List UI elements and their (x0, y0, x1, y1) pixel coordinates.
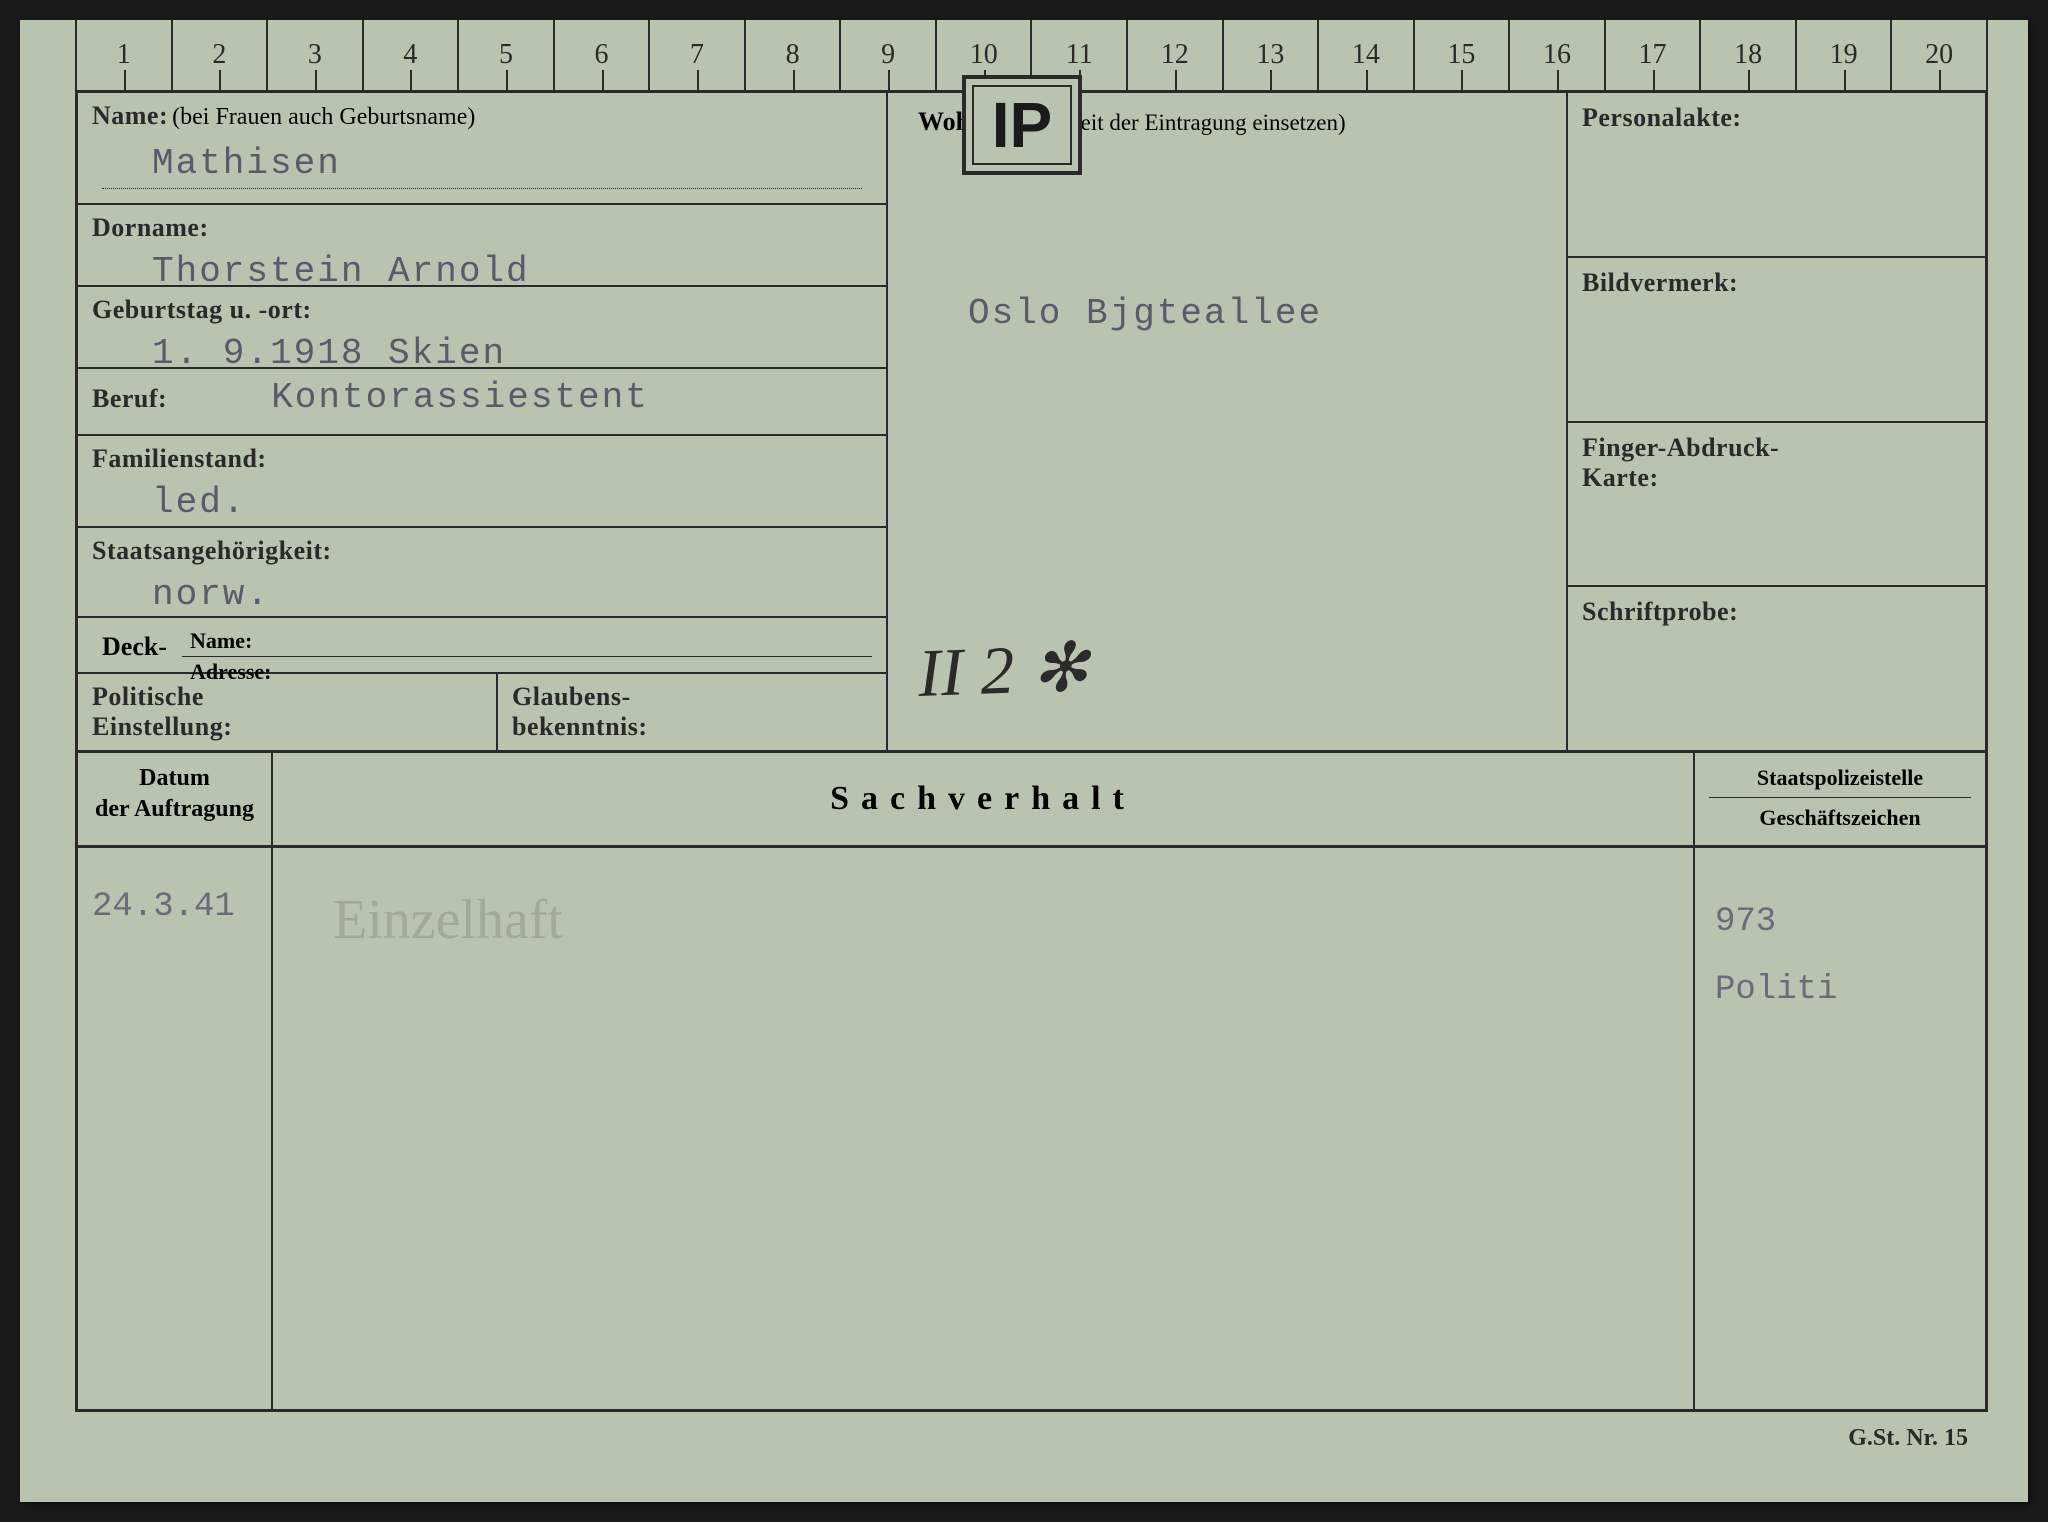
bildvermerk-label: Bildvermerk: (1582, 268, 1738, 297)
wohnung-column: Wohnung (Zeit der Eintragung einsetzen) … (888, 93, 1568, 750)
datum-label-1: Datum (92, 763, 257, 794)
famstand-field: Familienstand: led. (78, 436, 886, 528)
staats-value: norw. (92, 566, 872, 619)
polit-label-2: Einstellung: (92, 712, 482, 742)
ruler-tick: 2 (173, 20, 269, 90)
ip-text: IP (992, 88, 1052, 162)
divider-icon (1709, 797, 1971, 798)
ruler-tick: 3 (268, 20, 364, 90)
deck-name-label: Name: (182, 626, 872, 657)
staats-field: Staatsangehörigkeit: norw. (78, 528, 886, 618)
ruler-tick: 8 (746, 20, 842, 90)
pol-number: 973 (1715, 888, 1965, 956)
ruler-tick: 9 (841, 20, 937, 90)
index-card: 1 2 3 4 5 6 7 8 9 10 11 12 13 14 15 16 1… (20, 20, 2028, 1502)
staatspol-label: Staatspolizeistelle (1709, 761, 1971, 794)
datum-label-2: der Auftragung (92, 794, 257, 825)
personalakte-box: Personalakte: (1568, 93, 1985, 258)
famstand-value: led. (92, 474, 872, 527)
schriftprobe-label: Schriftprobe: (1582, 597, 1738, 626)
beruf-value: Kontorassiestent (171, 369, 649, 422)
sachverhalt-body: Einzelhaft (273, 848, 1695, 1409)
wohnung-value: Oslo Bjgteallee (968, 293, 1322, 334)
glaubens-label-2: bekenntnis: (512, 712, 872, 742)
fingerabdruck-label-1: Finger-Abdruck- (1582, 433, 1971, 463)
beruf-field: Beruf: Kontorassiestent (78, 369, 886, 436)
famstand-label: Familienstand: (92, 444, 267, 473)
ip-stamp: IP (962, 75, 1082, 175)
ruler-tick: 17 (1606, 20, 1702, 90)
ruler-tick: 13 (1224, 20, 1320, 90)
datum-header: Datum der Auftragung (78, 753, 273, 845)
pol-text: Politi (1715, 956, 1965, 1024)
lower-header: Datum der Auftragung Sachverhalt Staatsp… (78, 753, 1985, 848)
name-sublabel: (bei Frauen auch Geburtsname) (172, 104, 475, 130)
form-frame: IP Name: (bei Frauen auch Geburtsname) M… (75, 90, 1988, 1412)
ruler-tick: 7 (650, 20, 746, 90)
staatspol-header: Staatspolizeistelle Geschäftszeichen (1695, 753, 1985, 845)
ruler-tick: 4 (364, 20, 460, 90)
lower-section: Datum der Auftragung Sachverhalt Staatsp… (78, 753, 1985, 1409)
geschaeft-label: Geschäftszeichen (1709, 801, 1971, 834)
vorname-field: Dorname: Thorstein Arnold (78, 205, 886, 287)
schriftprobe-box: Schriftprobe: (1568, 587, 1985, 750)
ruler-tick: 20 (1892, 20, 1988, 90)
personalakte-label: Personalakte: (1582, 103, 1742, 132)
staats-label: Staatsangehörigkeit: (92, 536, 332, 565)
form-number: G.St. Nr. 15 (1848, 1425, 1968, 1452)
staatspol-body: 973 Politi (1695, 848, 1985, 1409)
geburt-label: Geburtstag u. -ort: (92, 295, 312, 324)
deck-label: Deck- (92, 626, 182, 668)
bildvermerk-box: Bildvermerk: (1568, 258, 1985, 423)
ruler-tick: 18 (1701, 20, 1797, 90)
ruler-tick: 5 (459, 20, 555, 90)
ruler-tick: 12 (1128, 20, 1224, 90)
datum-value: 24.3.41 (78, 848, 273, 1409)
name-value: Mathisen (102, 135, 862, 189)
sachverhalt-faint-text: Einzelhaft (333, 888, 1633, 952)
ruler-tick: 6 (555, 20, 651, 90)
deck-adresse-label: Adresse: (182, 657, 872, 687)
handwritten-mark: II 2 ✻ (917, 628, 1090, 713)
ruler-tick: 16 (1510, 20, 1606, 90)
name-field: Name: (bei Frauen auch Geburtsname) Math… (78, 93, 886, 205)
name-label: Name: (92, 101, 168, 130)
ruler-tick: 14 (1319, 20, 1415, 90)
fingerabdruck-box: Finger-Abdruck- Karte: (1568, 423, 1985, 588)
wohnung-sublabel: (Zeit der Eintragung einsetzen) (1059, 110, 1346, 135)
deck-field: Deck- Name: Adresse: (78, 618, 886, 674)
ruler-tick: 1 (75, 20, 173, 90)
ruler-tick: 19 (1797, 20, 1893, 90)
fingerabdruck-label-2: Karte: (1582, 463, 1971, 493)
beruf-label: Beruf: (92, 384, 167, 413)
left-column: Name: (bei Frauen auch Geburtsname) Math… (78, 93, 888, 750)
right-column: Personalakte: Bildvermerk: Finger-Abdruc… (1568, 93, 1985, 750)
ruler-tick: 15 (1415, 20, 1511, 90)
lower-body: 24.3.41 Einzelhaft 973 Politi (78, 848, 1985, 1409)
upper-section: Name: (bei Frauen auch Geburtsname) Math… (78, 93, 1985, 753)
vorname-label: Dorname: (92, 213, 209, 242)
geburt-field: Geburtstag u. -ort: 1. 9.1918 Skien (78, 287, 886, 369)
sachverhalt-header: Sachverhalt (273, 753, 1695, 845)
